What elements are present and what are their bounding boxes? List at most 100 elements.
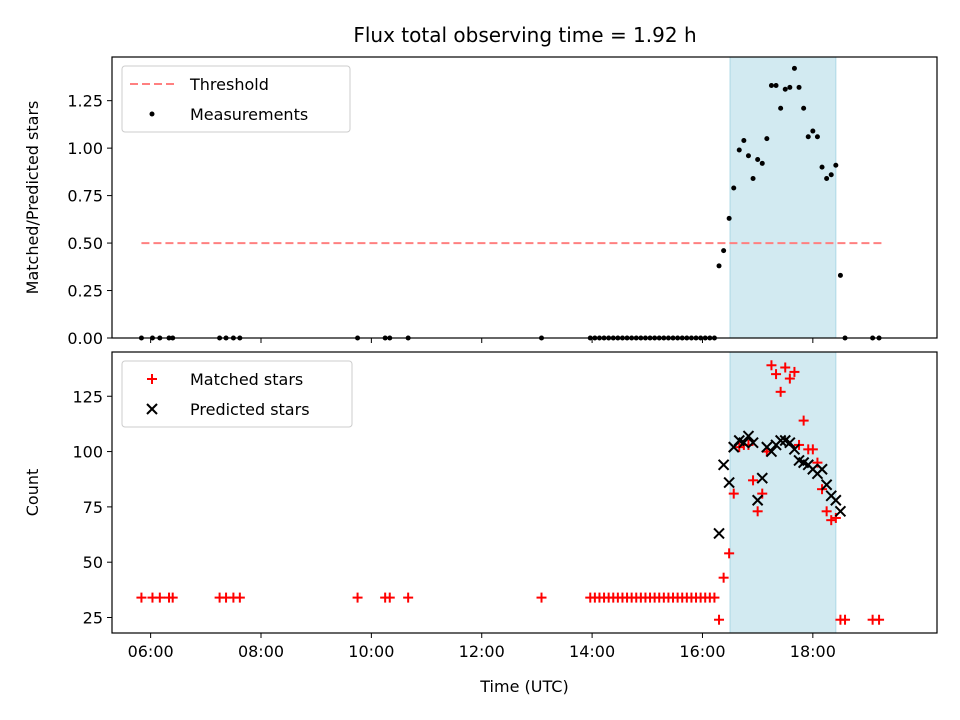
y-tick-label: 0.75 xyxy=(67,187,103,206)
measurement-point xyxy=(736,147,742,153)
bottom-plot-area xyxy=(136,360,885,625)
predicted-star-point xyxy=(713,527,725,540)
matched-star-point xyxy=(403,592,414,603)
measurement-point xyxy=(750,176,756,182)
x-tick-label: 16:00 xyxy=(679,642,725,661)
predicted-star-point xyxy=(788,443,801,456)
y-tick-label: 1.25 xyxy=(67,92,103,111)
matched-star-point xyxy=(234,592,245,603)
y-tick-label: 0.25 xyxy=(67,282,103,301)
matched-star-point xyxy=(775,386,786,397)
measurement-point xyxy=(819,164,825,170)
matched-star-point xyxy=(766,360,777,371)
legend-matched-label: Matched stars xyxy=(190,370,303,389)
matched-star-point xyxy=(826,515,837,526)
bottom-axes-frame xyxy=(111,351,938,634)
matched-star-point xyxy=(352,592,363,603)
measurement-point xyxy=(782,86,788,92)
measurement-point xyxy=(731,185,737,191)
matched-star-point xyxy=(780,362,791,373)
predicted-star-point xyxy=(784,437,796,449)
matched-star-point xyxy=(752,506,763,517)
x-tick-label: 12:00 xyxy=(459,642,505,661)
predicted-star-point xyxy=(751,494,764,506)
observing-window-shade xyxy=(729,56,837,339)
measurement-point xyxy=(768,82,774,88)
measurement-point xyxy=(791,65,797,71)
predicted-star-point xyxy=(747,437,759,449)
x-tick-label: 14:00 xyxy=(569,642,615,661)
predicted-star-point xyxy=(820,479,833,491)
matched-star-point xyxy=(821,506,832,517)
top-legend: Threshold Measurements xyxy=(121,65,351,133)
bottom-panel: 25 50 75 100 125 06:00 08:00 10:00 12:00 14:00 16… xyxy=(23,351,938,696)
measurement-point xyxy=(726,215,732,221)
predicted-star-point xyxy=(834,505,847,518)
legend-matched-swatch xyxy=(147,374,157,384)
matched-star-point xyxy=(728,488,739,499)
y-tick-label: 0.50 xyxy=(67,234,103,253)
predicted-star-point xyxy=(830,494,842,506)
matched-star-point xyxy=(798,415,809,426)
top-axes-frame xyxy=(111,56,938,339)
matched-star-point xyxy=(154,592,165,603)
y-tick-label: 50 xyxy=(83,553,103,572)
x-tick-label: 18:00 xyxy=(790,642,836,661)
matched-star-point xyxy=(167,592,178,603)
bottom-legend: Matched stars Predicted stars xyxy=(121,360,353,428)
legend-plus-mark xyxy=(147,374,157,384)
measurement-point xyxy=(716,263,722,269)
measurement-point xyxy=(773,82,779,88)
x-tick-label: 10:00 xyxy=(348,642,394,661)
matched-star-point xyxy=(384,592,395,603)
legend-x-mark xyxy=(146,403,158,415)
bottom-x-axis-ticks: 06:00 08:00 10:00 12:00 14:00 16:00 18:00 xyxy=(128,633,836,661)
predicted-star-point xyxy=(738,437,750,449)
top-x-axis-ticks xyxy=(150,338,814,343)
top-y-axis-label: Matched/Predicted stars xyxy=(23,101,42,295)
measurement-point xyxy=(805,134,811,140)
measurement-point xyxy=(814,134,820,140)
matched-star-point xyxy=(748,475,759,486)
x-tick-label: 06:00 xyxy=(128,642,174,661)
top-y-axis-ticks: 0.00 0.25 0.50 0.75 1.00 1.25 xyxy=(67,92,112,348)
matched-star-point xyxy=(840,614,851,625)
measurement-point xyxy=(741,138,747,144)
matched-star-point xyxy=(718,572,729,583)
top-panel: 0.00 0.25 0.50 0.75 1.00 1.25 Matched/Predict… xyxy=(23,56,938,348)
x-axis-label: Time (UTC) xyxy=(479,677,568,696)
y-tick-label: 75 xyxy=(83,498,103,517)
legend-measurements-swatch xyxy=(149,111,155,117)
measurement-point xyxy=(778,105,784,111)
shaded-region-rect xyxy=(729,56,837,339)
measurement-point xyxy=(833,162,839,168)
y-tick-label: 125 xyxy=(72,387,103,406)
predicted-star-point xyxy=(742,430,755,442)
observing-window-shade xyxy=(729,351,837,634)
matched-star-point xyxy=(874,614,885,625)
legend-threshold-label: Threshold xyxy=(189,75,269,94)
measurement-point xyxy=(828,172,834,178)
predicted-star-point xyxy=(765,445,778,458)
matched-star-point xyxy=(784,373,795,384)
matched-star-point xyxy=(771,369,782,380)
y-tick-label: 1.00 xyxy=(67,139,103,158)
shaded-region-rect xyxy=(729,351,837,634)
measurement-point xyxy=(796,84,802,90)
y-tick-label: 100 xyxy=(72,443,103,462)
predicted-star-point xyxy=(756,472,768,484)
matched-star-point xyxy=(807,444,818,455)
legend-measurements-label: Measurements xyxy=(190,105,308,124)
x-tick-label: 08:00 xyxy=(238,642,284,661)
matched-star-point xyxy=(714,614,725,625)
measurement-point xyxy=(755,157,761,163)
measurement-point xyxy=(810,128,816,134)
y-tick-label: 25 xyxy=(83,609,103,628)
predicted-star-point xyxy=(774,434,787,447)
measurement-point xyxy=(764,136,770,142)
bottom-y-axis-ticks: 25 50 75 100 125 xyxy=(72,387,112,628)
matched-star-point xyxy=(789,366,800,377)
matched-star-point xyxy=(709,592,720,603)
y-tick-label: 0.00 xyxy=(67,329,103,348)
